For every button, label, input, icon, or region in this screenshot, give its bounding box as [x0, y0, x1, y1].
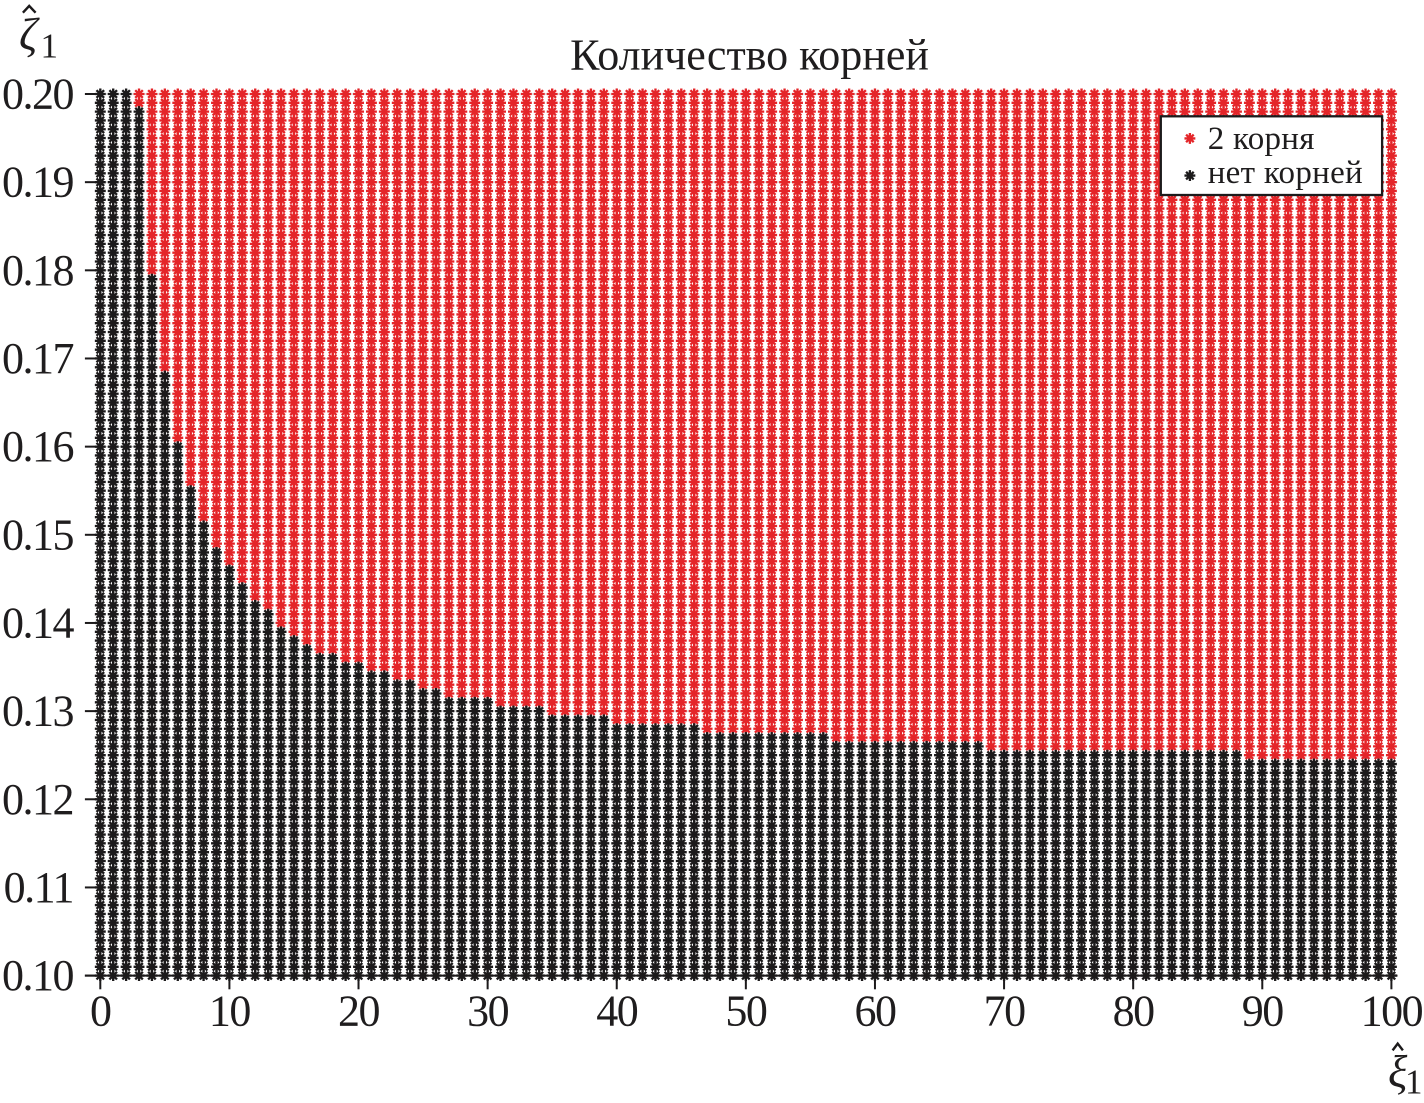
svg-text:50: 50	[725, 987, 767, 1036]
svg-text:ζ: ζ	[19, 10, 40, 60]
svg-text:40: 40	[596, 987, 638, 1036]
svg-text:1: 1	[41, 27, 59, 66]
svg-text:10: 10	[209, 987, 251, 1036]
svg-text:0.10: 0.10	[2, 951, 74, 1000]
svg-text:0: 0	[90, 987, 111, 1036]
svg-text:60: 60	[854, 987, 896, 1036]
svg-text:100: 100	[1361, 987, 1423, 1036]
svg-text:0.16: 0.16	[2, 422, 74, 471]
svg-text:0.19: 0.19	[2, 158, 74, 207]
svg-text:0.15: 0.15	[2, 510, 74, 559]
svg-text:0.17: 0.17	[2, 334, 74, 383]
svg-text:Количество корней: Количество корней	[570, 31, 929, 80]
svg-text:1: 1	[1405, 1063, 1423, 1102]
svg-text:0.12: 0.12	[2, 775, 73, 824]
svg-text:90: 90	[1242, 987, 1284, 1036]
svg-text:2 корня: 2 корня	[1208, 121, 1315, 157]
svg-text:ξ: ξ	[1388, 1047, 1408, 1097]
svg-text:30: 30	[467, 987, 509, 1036]
svg-text:20: 20	[338, 987, 380, 1036]
svg-text:0.14: 0.14	[2, 598, 75, 647]
svg-text:0.11: 0.11	[4, 863, 73, 912]
svg-text:80: 80	[1113, 987, 1155, 1036]
svg-text:70: 70	[984, 987, 1026, 1036]
svg-text:нет корней: нет корней	[1208, 155, 1363, 191]
svg-text:0.13: 0.13	[2, 687, 74, 736]
svg-text:0.20: 0.20	[2, 70, 74, 119]
svg-text:0.18: 0.18	[2, 246, 74, 295]
